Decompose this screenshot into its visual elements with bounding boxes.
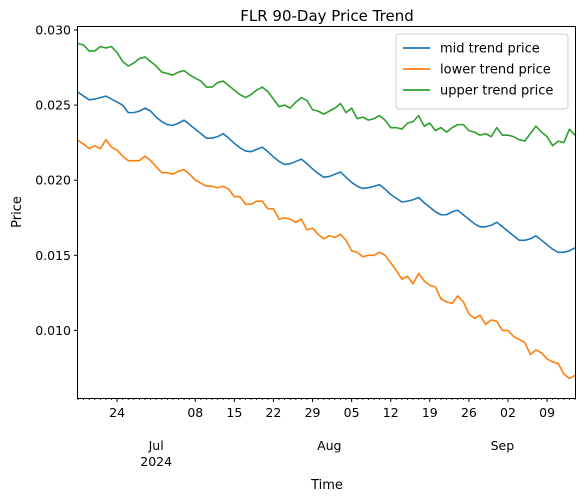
x-year-label: 2024	[140, 454, 172, 469]
x-tick-label: 29	[305, 405, 321, 420]
x-month-label: Sep	[491, 438, 515, 453]
y-tick-label: 0.020	[35, 173, 71, 188]
y-axis-label: Price	[10, 196, 25, 228]
x-tick-label: 22	[265, 405, 281, 420]
y-tick-label: 0.010	[35, 323, 71, 338]
x-axis-label: Time	[310, 478, 343, 493]
x-tick-label: 05	[344, 405, 360, 420]
legend-label: lower trend price	[440, 63, 551, 78]
x-tick-label: 24	[109, 405, 125, 420]
series-line-3	[77, 42, 576, 147]
x-month-label: Aug	[317, 438, 341, 453]
series-line-2	[77, 138, 576, 380]
plot-area	[77, 26, 576, 399]
y-axis: 0.010 0.015 0.020 0.025 0.030	[35, 23, 78, 338]
x-tick-label: 02	[500, 405, 516, 420]
legend-box	[395, 33, 569, 110]
plot-frame	[77, 26, 576, 399]
x-tick-label: 09	[539, 405, 555, 420]
legend: mid trend price lower trend price upper tr…	[395, 33, 569, 110]
y-tick-label: 0.030	[35, 23, 71, 38]
x-tick-label: 19	[422, 405, 438, 420]
y-tick-label: 0.025	[35, 98, 71, 113]
legend-label: mid trend price	[440, 42, 540, 57]
x-tick-label: 26	[461, 405, 477, 420]
x-tick-label: 15	[226, 405, 242, 420]
x-month-label: Jul	[148, 438, 164, 453]
series-layer	[77, 42, 576, 380]
x-tick-label: 08	[187, 405, 203, 420]
legend-label: upper trend price	[440, 84, 553, 99]
chart-title: FLR 90-Day Price Trend	[240, 7, 413, 25]
x-tick-label: 12	[383, 405, 399, 420]
series-line-1	[77, 91, 576, 254]
y-tick-label: 0.015	[35, 248, 71, 263]
